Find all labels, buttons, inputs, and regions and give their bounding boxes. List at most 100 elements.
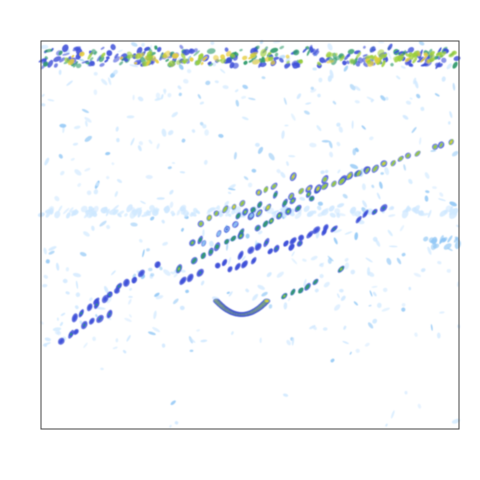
heat-cell-99	[199, 121, 204, 126]
heat-cell-1210	[233, 222, 238, 227]
heat-cell-90	[330, 358, 335, 363]
heat-cell-1325	[265, 300, 269, 302]
heat-cell-1208	[225, 228, 228, 231]
heat-cell-76	[402, 114, 409, 120]
heat-cell-877	[58, 205, 63, 212]
heat-cell-601	[302, 48, 308, 53]
heat-cell-134	[303, 110, 310, 115]
heat-cell-452	[106, 50, 113, 57]
heat-cell-374	[288, 155, 296, 158]
heat-cell-450	[362, 54, 368, 57]
heat-cell-568	[270, 47, 279, 54]
heat-cell-610	[62, 44, 69, 53]
heat-cell-55	[379, 181, 383, 189]
heat-cell-968	[95, 303, 98, 306]
heat-cell-278	[142, 249, 145, 258]
heat-cell-201	[266, 272, 272, 278]
heat-cell-984	[124, 279, 129, 286]
heat-cell-272	[43, 343, 48, 347]
heat-cell-1168	[242, 261, 247, 268]
heat-cell-222	[446, 63, 453, 70]
heat-cell-695	[326, 60, 335, 64]
heat-cell-898	[228, 213, 232, 217]
heat-cell-396	[451, 418, 461, 424]
heat-cell-505	[422, 63, 427, 67]
heat-cell-608	[47, 59, 54, 68]
heat-cell-230	[137, 96, 144, 102]
heat-cell-945	[70, 333, 73, 336]
heat-cell-1164	[228, 267, 232, 272]
heat-cell-714	[339, 55, 345, 62]
heat-cell-128	[281, 130, 285, 139]
heat-cell-1108	[321, 183, 328, 190]
heat-cell-273	[212, 62, 217, 67]
heat-cell-1031	[240, 200, 245, 207]
heat-cell-86	[45, 259, 50, 264]
heat-cell-168	[155, 92, 161, 99]
heat-cell-642	[226, 57, 233, 64]
heat-cell-377	[390, 410, 395, 419]
heat-cell-314	[43, 247, 47, 255]
heat-cell-10	[320, 170, 325, 175]
heat-cell-733	[384, 53, 388, 59]
heat-cell-50	[116, 138, 120, 143]
heat-cell-29	[141, 42, 145, 47]
heat-cell-347	[452, 82, 456, 91]
heat-cell-320	[376, 192, 381, 200]
heat-cell-597	[182, 49, 191, 56]
heat-cell-762	[148, 55, 153, 61]
heat-cell-48	[209, 240, 214, 247]
heat-cell-1069	[257, 210, 262, 216]
heat-cell-213	[286, 339, 291, 346]
heat-cell-908	[225, 213, 229, 217]
heat-cell-694	[189, 57, 194, 62]
heat-cell-289	[370, 99, 374, 103]
heat-cell-639	[53, 63, 58, 68]
heat-cell-947	[74, 329, 78, 334]
heat-cell-580	[179, 44, 184, 50]
heat-cell-397	[321, 139, 330, 143]
heat-cell-216	[437, 261, 442, 265]
heat-cell-779	[334, 208, 341, 215]
heat-cell-925	[89, 210, 94, 218]
heat-cell-38	[173, 273, 178, 278]
heat-cell-542	[113, 56, 121, 63]
heat-cell-208	[342, 193, 348, 199]
heat-cell-401	[425, 190, 430, 194]
heat-cell-63	[408, 286, 412, 291]
heat-cell-191	[60, 170, 65, 176]
heat-cell-17	[40, 44, 49, 50]
heat-cell-1166	[235, 263, 240, 270]
heat-cell-91	[162, 241, 168, 246]
heat-cell-1076	[298, 188, 304, 194]
heat-cell-950	[83, 323, 86, 327]
heat-cell-199	[413, 272, 422, 278]
heat-cell-56	[376, 302, 382, 308]
heat-cell-301	[419, 137, 422, 145]
heat-cell-644	[394, 49, 400, 54]
heat-cell-924	[280, 205, 286, 213]
heat-cell-27	[126, 115, 135, 119]
heat-cell-285	[257, 230, 263, 235]
heat-cell-52	[205, 80, 211, 86]
heat-cell-243	[430, 324, 433, 331]
heat-cell-875	[62, 207, 70, 215]
heat-cell-1125	[415, 150, 421, 157]
heat-cell-888	[207, 207, 216, 213]
heat-cell-573	[387, 43, 393, 51]
heat-cell-101	[342, 340, 350, 345]
heat-cell-907	[70, 209, 78, 217]
heat-cell-1106	[316, 187, 320, 190]
heat-cell-537	[232, 62, 239, 69]
heat-cell-257	[350, 269, 356, 275]
heat-cell-626	[58, 50, 63, 56]
heat-cell-364	[59, 123, 67, 128]
heat-cell-513	[342, 60, 347, 66]
heat-cell-105	[383, 287, 388, 293]
heat-cell-671	[270, 60, 276, 65]
heat-cell-1232	[382, 206, 385, 210]
heat-cell-1110	[331, 181, 337, 187]
heat-cell-591	[89, 57, 94, 61]
heat-cell-23	[210, 41, 215, 45]
heat-cell-1226	[363, 211, 368, 217]
